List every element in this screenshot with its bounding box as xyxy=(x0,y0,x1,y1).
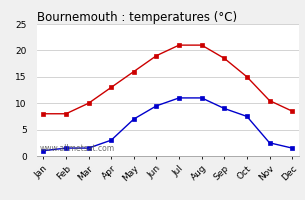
Text: www.allmetsat.com: www.allmetsat.com xyxy=(39,144,114,153)
Text: Bournemouth : temperatures (°C): Bournemouth : temperatures (°C) xyxy=(37,11,237,24)
